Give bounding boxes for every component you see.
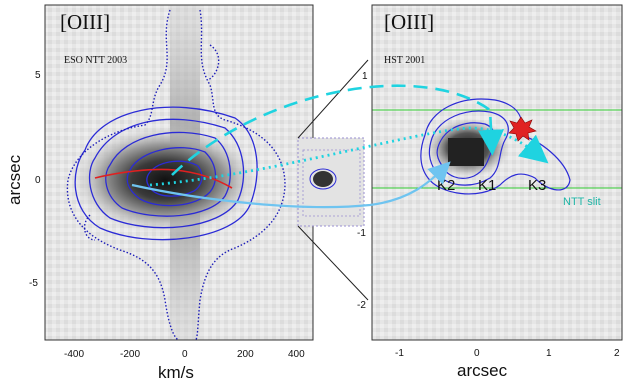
left-y-tick-neg5: -5 bbox=[29, 278, 38, 289]
left-x-tick-neg400: -400 bbox=[64, 349, 84, 360]
left-y-tick-0: 0 bbox=[35, 175, 41, 186]
thumbnail bbox=[297, 59, 369, 301]
right-y-tick-neg1: -1 bbox=[357, 228, 366, 239]
right-emission-core bbox=[448, 138, 484, 166]
thumbnail-zoom-line-top bbox=[297, 59, 369, 139]
left-x-axis-title: km/s bbox=[158, 363, 194, 382]
right-instrument-label: HST 2001 bbox=[384, 55, 425, 66]
connecting-arrows bbox=[131, 84, 549, 209]
left-instrument-label: ESO NTT 2003 bbox=[64, 55, 127, 66]
thumbnail-contour bbox=[309, 168, 337, 190]
left-x-tick-400: 400 bbox=[288, 349, 305, 360]
knot-label-k2: K2 bbox=[437, 177, 455, 194]
left-panel: [OIII] ESO NTT 2003 5 0 -5 arcsec -400 -… bbox=[5, 4, 314, 382]
right-x-tick-neg1: -1 bbox=[395, 348, 404, 359]
right-y-tick-1: 1 bbox=[362, 71, 368, 82]
right-panel-frame bbox=[371, 4, 623, 341]
left-dotted-contours bbox=[66, 9, 286, 341]
thumbnail-inner-box bbox=[302, 149, 361, 217]
left-x-tick-200: 200 bbox=[237, 349, 254, 360]
solid-blue-arrow bbox=[131, 161, 451, 209]
left-y-tick-5: 5 bbox=[35, 70, 41, 81]
left-line-label: [OIII] bbox=[60, 10, 110, 34]
right-panel-image bbox=[372, 5, 622, 340]
right-x-tick-0: 0 bbox=[474, 348, 480, 359]
knot-label-k3: K3 bbox=[528, 177, 546, 194]
left-y-axis-title: arcsec bbox=[5, 154, 24, 205]
right-x-axis-title: arcsec bbox=[457, 361, 508, 380]
left-contours bbox=[74, 106, 258, 241]
left-x-tick-0: 0 bbox=[182, 349, 188, 360]
right-panel: [OIII] HST 2001 1 -1 -2 -1 0 1 2 arcsec … bbox=[357, 4, 623, 380]
dashed-cyan-arrow bbox=[171, 84, 505, 176]
left-x-tick-neg200: -200 bbox=[120, 349, 140, 360]
thumbnail-zoom-line-bottom bbox=[297, 225, 369, 301]
right-x-tick-2: 2 bbox=[614, 348, 620, 359]
right-line-label: [OIII] bbox=[384, 10, 434, 34]
slit-label: NTT slit bbox=[563, 196, 601, 208]
thumbnail-blob bbox=[313, 171, 333, 187]
right-x-tick-1: 1 bbox=[546, 348, 552, 359]
left-emission-blob bbox=[70, 125, 260, 235]
left-red-velocity-curve bbox=[94, 168, 233, 189]
knot-label-k1: K1 bbox=[478, 177, 496, 194]
right-y-tick-neg2: -2 bbox=[357, 300, 366, 311]
